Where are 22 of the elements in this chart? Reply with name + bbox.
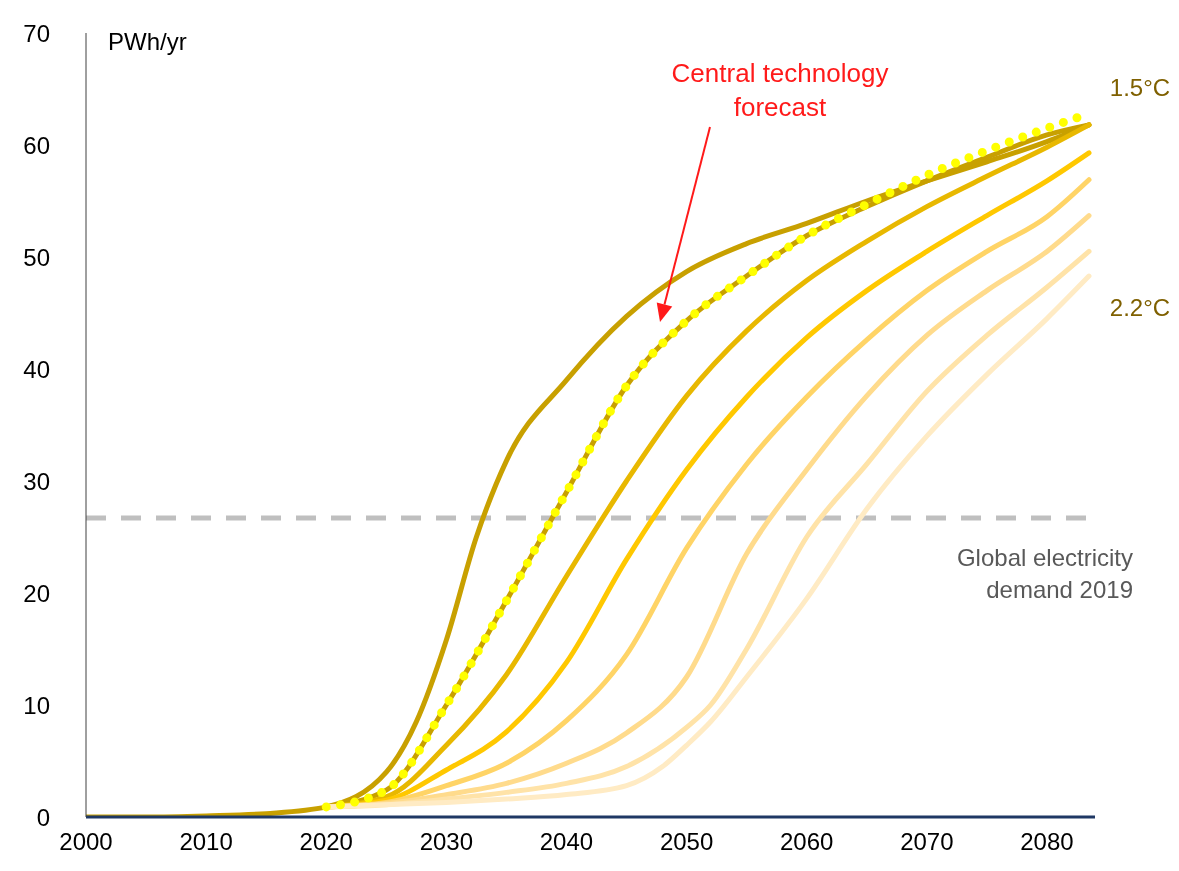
- y-axis-title: PWh/yr: [108, 28, 187, 55]
- y-tick-label: 50: [23, 243, 50, 271]
- y-tick-label: 70: [23, 19, 50, 47]
- text: 1.5°C: [1109, 74, 1171, 101]
- x-tick-label: 2050: [659, 828, 714, 856]
- y-tick-label: 60: [23, 131, 50, 159]
- annotation: Central technology forecast: [671, 58, 889, 122]
- x-tick-label: 2060: [780, 828, 834, 856]
- text: 2.2°C: [1109, 294, 1171, 321]
- y-tick-label: 10: [23, 691, 50, 719]
- x-tick-label: 2010: [179, 828, 233, 856]
- x-tick-label: 2080: [1020, 828, 1074, 856]
- x-tick-label: 2020: [299, 828, 353, 856]
- x-tick-label: 2070: [900, 828, 954, 856]
- ref-line-label: Global electricity demand 2019: [956, 543, 1133, 603]
- x-tick-label: 2040: [539, 828, 594, 856]
- y-tick-label: 40: [23, 355, 50, 383]
- x-tick-label: 2030: [419, 828, 474, 856]
- y-tick-label: 30: [23, 467, 50, 495]
- y-tick-label: 0: [36, 803, 50, 831]
- x-tick-label: 2000: [59, 828, 113, 856]
- y-tick-label: 20: [23, 579, 50, 607]
